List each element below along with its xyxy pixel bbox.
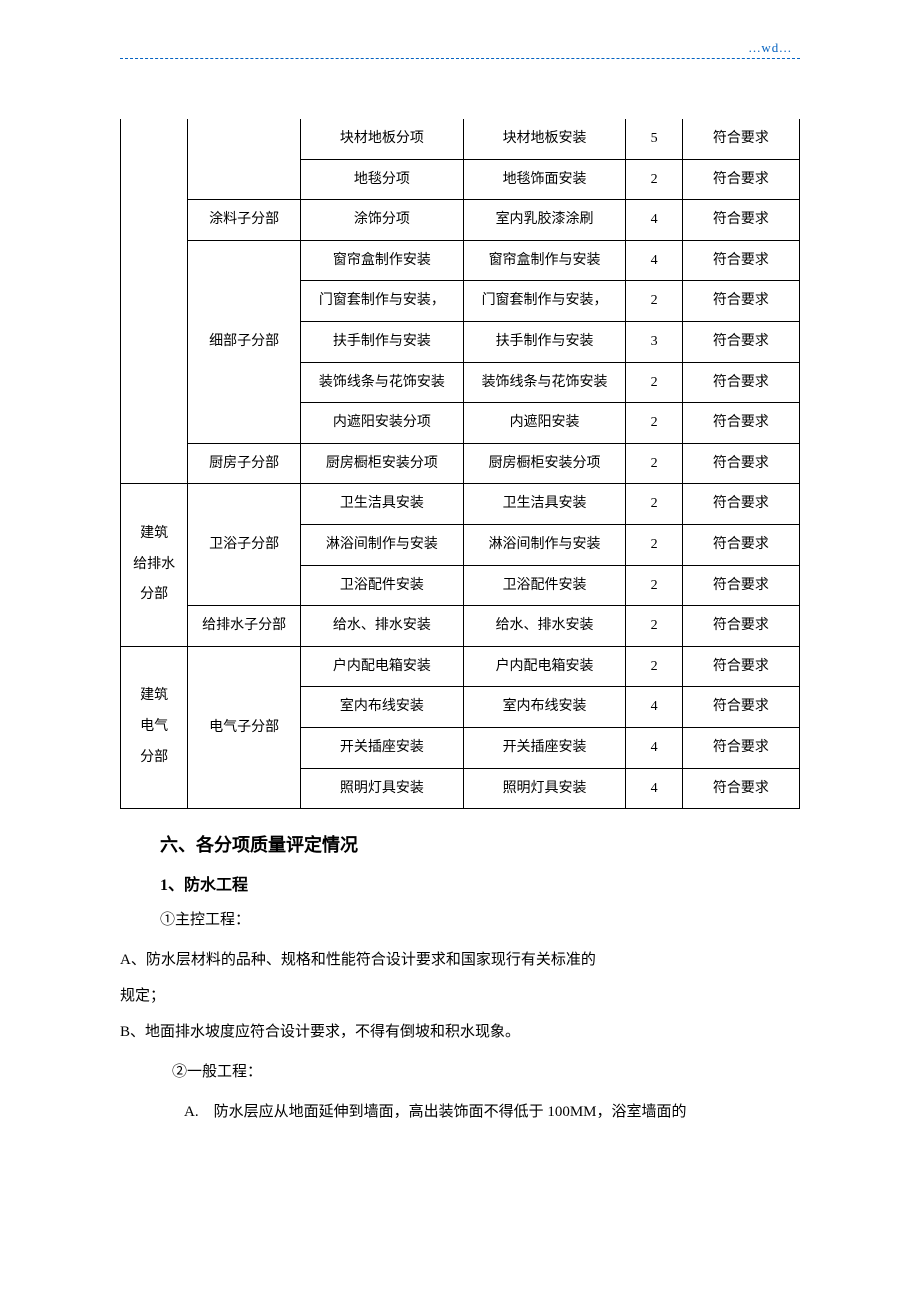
cell-result: 符合要求 <box>682 606 799 647</box>
cell-item: 开关插座安装 <box>301 727 464 768</box>
table-row: 块材地板分项块材地板安装5符合要求 <box>121 119 800 159</box>
cell-detail: 户内配电箱安装 <box>463 646 626 687</box>
cell-count: 2 <box>626 524 682 565</box>
cell-section <box>121 119 188 484</box>
cell-result: 符合要求 <box>682 200 799 241</box>
cell-detail: 扶手制作与安装 <box>463 321 626 362</box>
cell-detail: 装饰线条与花饰安装 <box>463 362 626 403</box>
cell-detail: 卫生洁具安装 <box>463 484 626 525</box>
cell-detail: 室内布线安装 <box>463 687 626 728</box>
cell-result: 符合要求 <box>682 321 799 362</box>
cell-result: 符合要求 <box>682 240 799 281</box>
table-row: 厨房子分部厨房橱柜安装分项厨房橱柜安装分项2符合要求 <box>121 443 800 484</box>
cell-result: 符合要求 <box>682 524 799 565</box>
cell-item: 扶手制作与安装 <box>301 321 464 362</box>
cell-item: 卫生洁具安装 <box>301 484 464 525</box>
cell-item: 装饰线条与花饰安装 <box>301 362 464 403</box>
cell-detail: 室内乳胶漆涂刷 <box>463 200 626 241</box>
cell-item: 户内配电箱安装 <box>301 646 464 687</box>
cell-item: 门窗套制作与安装， <box>301 281 464 322</box>
cell-count: 2 <box>626 443 682 484</box>
cell-section: 建筑给排水分部 <box>121 484 188 646</box>
quality-assessment-table: 块材地板分项块材地板安装5符合要求地毯分项地毯饰面安装2符合要求涂料子分部涂饰分… <box>120 119 800 809</box>
cell-detail: 内遮阳安装 <box>463 403 626 444</box>
cell-item: 涂饰分项 <box>301 200 464 241</box>
cell-count: 4 <box>626 240 682 281</box>
table-row: 给排水子分部给水、排水安装给水、排水安装2符合要求 <box>121 606 800 647</box>
cell-count: 3 <box>626 321 682 362</box>
cell-detail: 窗帘盒制作与安装 <box>463 240 626 281</box>
cell-count: 2 <box>626 565 682 606</box>
cell-subsection: 卫浴子分部 <box>188 484 301 606</box>
sub1-label: ①主控工程： <box>160 905 800 935</box>
cell-detail: 给水、排水安装 <box>463 606 626 647</box>
cell-result: 符合要求 <box>682 119 799 159</box>
cell-detail: 淋浴间制作与安装 <box>463 524 626 565</box>
cell-result: 符合要求 <box>682 768 799 809</box>
cell-detail: 地毯饰面安装 <box>463 159 626 200</box>
cell-result: 符合要求 <box>682 687 799 728</box>
cell-count: 2 <box>626 646 682 687</box>
cell-result: 符合要求 <box>682 443 799 484</box>
cell-section: 建筑电气分部 <box>121 646 188 808</box>
cell-count: 4 <box>626 768 682 809</box>
cell-count: 2 <box>626 484 682 525</box>
table-row: 建筑给排水分部卫浴子分部卫生洁具安装卫生洁具安装2符合要求 <box>121 484 800 525</box>
cell-count: 4 <box>626 200 682 241</box>
item-b: B、地面排水坡度应符合设计要求，不得有倒坡和积水现象。 <box>120 1017 800 1047</box>
cell-subsection: 细部子分部 <box>188 240 301 443</box>
cell-result: 符合要求 <box>682 727 799 768</box>
cell-item: 照明灯具安装 <box>301 768 464 809</box>
cell-detail: 厨房橱柜安装分项 <box>463 443 626 484</box>
cell-subsection <box>188 119 301 200</box>
cell-result: 符合要求 <box>682 565 799 606</box>
cell-count: 5 <box>626 119 682 159</box>
cell-detail: 块材地板安装 <box>463 119 626 159</box>
sub2-label: ②一般工程： <box>172 1057 800 1087</box>
cell-result: 符合要求 <box>682 362 799 403</box>
cell-item: 淋浴间制作与安装 <box>301 524 464 565</box>
cell-result: 符合要求 <box>682 281 799 322</box>
cell-item: 内遮阳安装分项 <box>301 403 464 444</box>
cell-result: 符合要求 <box>682 646 799 687</box>
cell-item: 窗帘盒制作安装 <box>301 240 464 281</box>
cell-count: 2 <box>626 362 682 403</box>
header-watermark: ...wd... <box>120 40 800 59</box>
cell-item: 卫浴配件安装 <box>301 565 464 606</box>
cell-item: 给水、排水安装 <box>301 606 464 647</box>
cell-detail: 照明灯具安装 <box>463 768 626 809</box>
cell-subsection: 给排水子分部 <box>188 606 301 647</box>
cell-count: 4 <box>626 727 682 768</box>
cell-count: 4 <box>626 687 682 728</box>
cell-item: 地毯分项 <box>301 159 464 200</box>
cell-count: 2 <box>626 403 682 444</box>
cell-count: 2 <box>626 281 682 322</box>
table-row: 建筑电气分部电气子分部户内配电箱安装户内配电箱安装2符合要求 <box>121 646 800 687</box>
cell-item: 厨房橱柜安装分项 <box>301 443 464 484</box>
item-a-cont: 规定； <box>120 981 800 1011</box>
subsection-1-title: 1、防水工程 <box>160 871 800 895</box>
table-row: 细部子分部窗帘盒制作安装窗帘盒制作与安装4符合要求 <box>121 240 800 281</box>
table-row: 涂料子分部涂饰分项室内乳胶漆涂刷4符合要求 <box>121 200 800 241</box>
cell-detail: 门窗套制作与安装， <box>463 281 626 322</box>
item-a: A、防水层材料的品种、规格和性能符合设计要求和国家现行有关标准的 <box>120 945 800 975</box>
cell-item: 块材地板分项 <box>301 119 464 159</box>
cell-detail: 开关插座安装 <box>463 727 626 768</box>
cell-item: 室内布线安装 <box>301 687 464 728</box>
cell-result: 符合要求 <box>682 403 799 444</box>
cell-count: 2 <box>626 606 682 647</box>
item-a2: A. 防水层应从地面延伸到墙面，高出装饰面不得低于 100MM，浴室墙面的 <box>184 1097 800 1127</box>
cell-result: 符合要求 <box>682 484 799 525</box>
cell-subsection: 电气子分部 <box>188 646 301 808</box>
cell-detail: 卫浴配件安装 <box>463 565 626 606</box>
cell-subsection: 涂料子分部 <box>188 200 301 241</box>
cell-result: 符合要求 <box>682 159 799 200</box>
cell-subsection: 厨房子分部 <box>188 443 301 484</box>
section-heading-6: 六、各分项质量评定情况 <box>160 831 800 857</box>
cell-count: 2 <box>626 159 682 200</box>
